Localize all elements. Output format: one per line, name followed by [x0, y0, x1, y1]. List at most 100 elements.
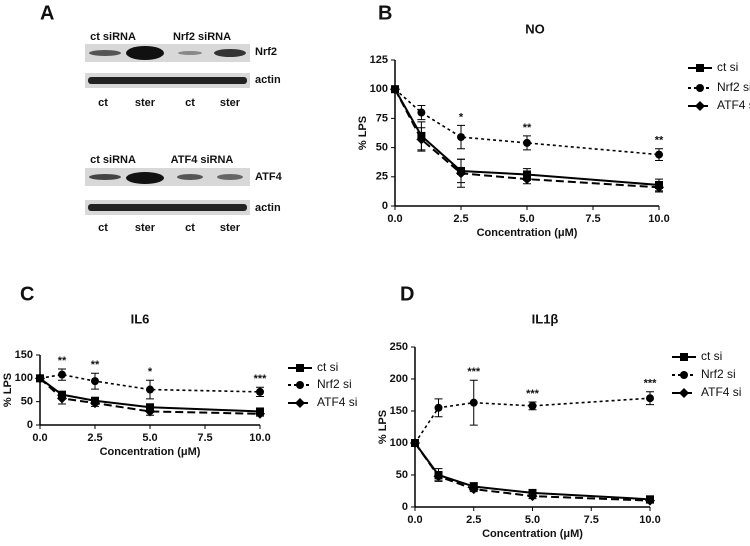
- marker: [90, 398, 100, 409]
- legend-label: ATF4 si: [701, 385, 741, 399]
- significance: ***: [254, 373, 268, 385]
- x-tick-label: 10.0: [648, 213, 669, 225]
- marker: [145, 406, 155, 417]
- legend-label: ATF4 si: [717, 98, 750, 112]
- marker: [679, 388, 689, 398]
- x-axis-label: Concentration (μM): [482, 528, 583, 540]
- x-axis-label: Concentration (μM): [477, 227, 578, 239]
- band: [89, 174, 121, 180]
- y-tick-label: 0: [382, 200, 388, 212]
- marker: [417, 108, 426, 117]
- marker: [680, 371, 688, 379]
- marker: [645, 495, 655, 506]
- x-axis-label: Concentration (μM): [100, 446, 201, 458]
- y-tick-label: 75: [376, 112, 388, 124]
- band: [126, 172, 164, 184]
- marker: [528, 401, 537, 410]
- significance: **: [523, 122, 532, 134]
- panel-letter: A: [40, 2, 54, 24]
- band: [126, 46, 164, 60]
- significance: **: [655, 135, 664, 147]
- band: [88, 204, 247, 211]
- y-tick-label: 250: [390, 341, 408, 353]
- band: [217, 174, 243, 180]
- lane-label: ster: [135, 222, 156, 234]
- x-tick-label: 0.0: [387, 213, 402, 225]
- legend-label: ct si: [317, 360, 338, 374]
- y-axis-label: % LPS: [377, 410, 389, 444]
- group-label: ct siRNA: [90, 154, 136, 166]
- y-tick-label: 150: [390, 405, 408, 417]
- band: [214, 49, 246, 57]
- band: [89, 50, 121, 56]
- panel-letter: C: [20, 283, 34, 305]
- significance: ***: [526, 388, 540, 400]
- blot-bottom: ct siRNA ATF4 siRNA ATF4 actin ct ster c…: [85, 154, 283, 234]
- marker: [468, 484, 479, 495]
- marker: [410, 438, 420, 448]
- marker: [296, 381, 304, 389]
- marker: [646, 394, 654, 403]
- marker: [433, 471, 444, 482]
- legend-label: ATF4 si: [317, 395, 357, 409]
- marker: [91, 377, 99, 386]
- chart-title: IL6: [131, 311, 150, 326]
- significance: *: [459, 111, 464, 123]
- marker: [434, 403, 443, 412]
- marker: [522, 174, 532, 185]
- band-label: actin: [255, 202, 281, 214]
- marker: [527, 491, 538, 502]
- x-tick-label: 2.5: [87, 432, 102, 444]
- y-tick-label: 0: [27, 419, 33, 431]
- band-label: Nrf2: [255, 46, 277, 58]
- band: [178, 51, 202, 55]
- marker: [696, 64, 704, 72]
- band: [88, 77, 247, 84]
- significance: ***: [467, 366, 481, 378]
- y-tick-label: 125: [370, 54, 388, 66]
- group-label: Nrf2 siRNA: [173, 31, 231, 43]
- group-label: ct siRNA: [90, 31, 136, 43]
- legend-label: ct si: [717, 60, 738, 74]
- lane-label: ster: [220, 222, 241, 234]
- lane-label: ct: [98, 222, 108, 234]
- y-axis-label: % LPS: [2, 373, 14, 407]
- marker: [457, 133, 465, 142]
- marker: [295, 398, 305, 408]
- band: [177, 174, 203, 180]
- band-label: ATF4: [255, 171, 283, 183]
- lane-label: ct: [98, 97, 108, 109]
- marker: [696, 84, 704, 92]
- y-tick-label: 100: [390, 437, 408, 449]
- significance: ***: [644, 378, 658, 390]
- x-tick-label: 5.0: [142, 432, 157, 444]
- y-tick-label: 100: [370, 83, 388, 95]
- group-label: ATF4 siRNA: [171, 154, 234, 166]
- marker: [416, 134, 427, 145]
- marker: [654, 182, 664, 193]
- significance: **: [91, 359, 100, 371]
- marker: [296, 364, 304, 372]
- y-tick-label: 50: [21, 396, 33, 408]
- marker: [469, 398, 478, 407]
- legend-label: Nrf2 si: [317, 377, 352, 391]
- series-line: [394, 88, 660, 156]
- y-tick-label: 0: [402, 501, 408, 513]
- blot-strip: [85, 168, 250, 186]
- band-label: actin: [255, 74, 281, 86]
- marker: [390, 84, 400, 95]
- y-tick-label: 50: [396, 469, 408, 481]
- y-tick-label: 100: [15, 372, 33, 384]
- x-tick-label: 5.0: [525, 514, 540, 526]
- lane-label: ct: [185, 222, 195, 234]
- panel-letter: B: [378, 2, 392, 24]
- x-tick-label: 7.5: [197, 432, 212, 444]
- marker: [523, 138, 531, 147]
- significance: **: [58, 355, 67, 367]
- marker: [695, 101, 705, 111]
- lane-label: ster: [135, 97, 156, 109]
- y-tick-label: 150: [15, 349, 33, 361]
- legend-label: Nrf2 si: [717, 80, 750, 94]
- x-tick-label: 0.0: [407, 514, 422, 526]
- y-tick-label: 200: [390, 373, 408, 385]
